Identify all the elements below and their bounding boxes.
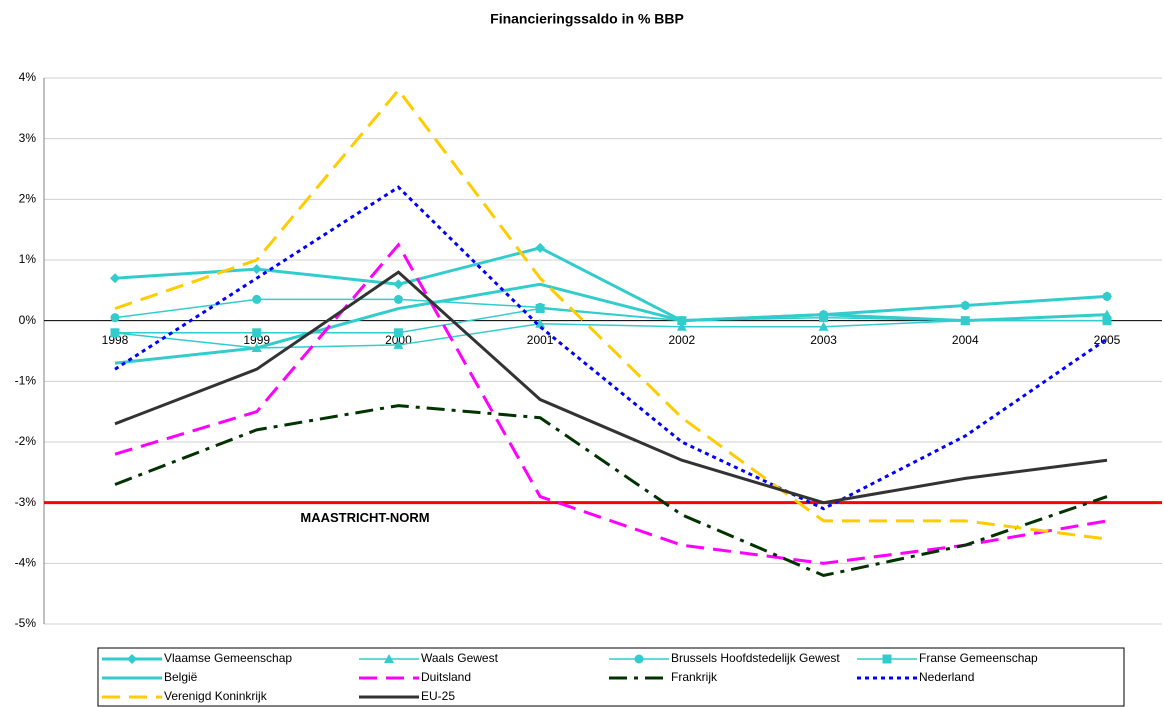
y-tick-label: 1% xyxy=(19,252,37,266)
legend-label: Frankrijk xyxy=(671,670,718,684)
y-tick-label: -2% xyxy=(15,434,37,448)
y-tick-label: 2% xyxy=(19,192,37,206)
series-line xyxy=(114,270,1108,505)
x-tick-label: 2005 xyxy=(1094,333,1121,347)
marker xyxy=(110,328,120,338)
series-line xyxy=(114,313,1108,349)
x-tick-label: 1998 xyxy=(102,333,129,347)
marker xyxy=(393,339,404,349)
legend-label: Brussels Hoofdstedelijk Gewest xyxy=(671,651,840,665)
x-tick-label: 2004 xyxy=(952,333,979,347)
legend-label: Waals Gewest xyxy=(421,651,499,665)
y-tick-label: 0% xyxy=(19,313,37,327)
marker xyxy=(393,294,403,304)
marker xyxy=(535,242,546,253)
marker xyxy=(676,321,687,331)
y-tick-label: -1% xyxy=(15,374,37,388)
marker xyxy=(960,301,970,310)
legend-label: Nederland xyxy=(919,670,974,684)
x-tick-label: 1999 xyxy=(243,333,270,347)
reference-label: MAASTRICHT-NORM xyxy=(300,510,429,525)
legend-label: België xyxy=(164,670,198,684)
marker xyxy=(251,264,262,275)
series-line xyxy=(114,295,1108,322)
x-tick-label: 2001 xyxy=(527,333,554,347)
y-tick-label: -5% xyxy=(15,616,37,630)
marker xyxy=(1102,291,1112,301)
marker xyxy=(110,313,120,323)
series-line xyxy=(114,246,1108,323)
marker xyxy=(252,294,262,304)
y-tick-label: 3% xyxy=(19,131,37,145)
marker xyxy=(1102,316,1112,326)
marker xyxy=(535,318,546,328)
marker xyxy=(252,328,262,338)
marker xyxy=(393,328,403,338)
marker xyxy=(634,654,644,664)
x-tick-label: 2003 xyxy=(810,333,837,347)
legend-label: Franse Gemeenschap xyxy=(919,651,1038,665)
y-tick-label: -4% xyxy=(15,556,37,570)
series-line xyxy=(114,282,1108,365)
chart-title: Financieringssaldo in % BBP xyxy=(490,11,684,27)
marker xyxy=(393,279,404,290)
legend-label: Verenigd Koninkrijk xyxy=(164,689,268,703)
y-tick-label: 4% xyxy=(19,70,37,84)
series-line xyxy=(114,242,1108,565)
marker xyxy=(384,654,394,663)
y-tick-label: -3% xyxy=(15,495,37,509)
legend-label: Duitsland xyxy=(421,670,471,684)
marker xyxy=(535,304,545,314)
marker xyxy=(110,273,120,284)
marker xyxy=(818,321,829,331)
series-line xyxy=(114,185,1108,511)
x-tick-label: 2002 xyxy=(669,333,696,347)
marker xyxy=(819,313,829,323)
legend-label: Vlaamse Gemeenschap xyxy=(164,651,292,665)
marker xyxy=(127,654,137,664)
marker xyxy=(882,654,892,664)
series-line xyxy=(114,87,1108,541)
legend-label: EU-25 xyxy=(421,689,455,703)
